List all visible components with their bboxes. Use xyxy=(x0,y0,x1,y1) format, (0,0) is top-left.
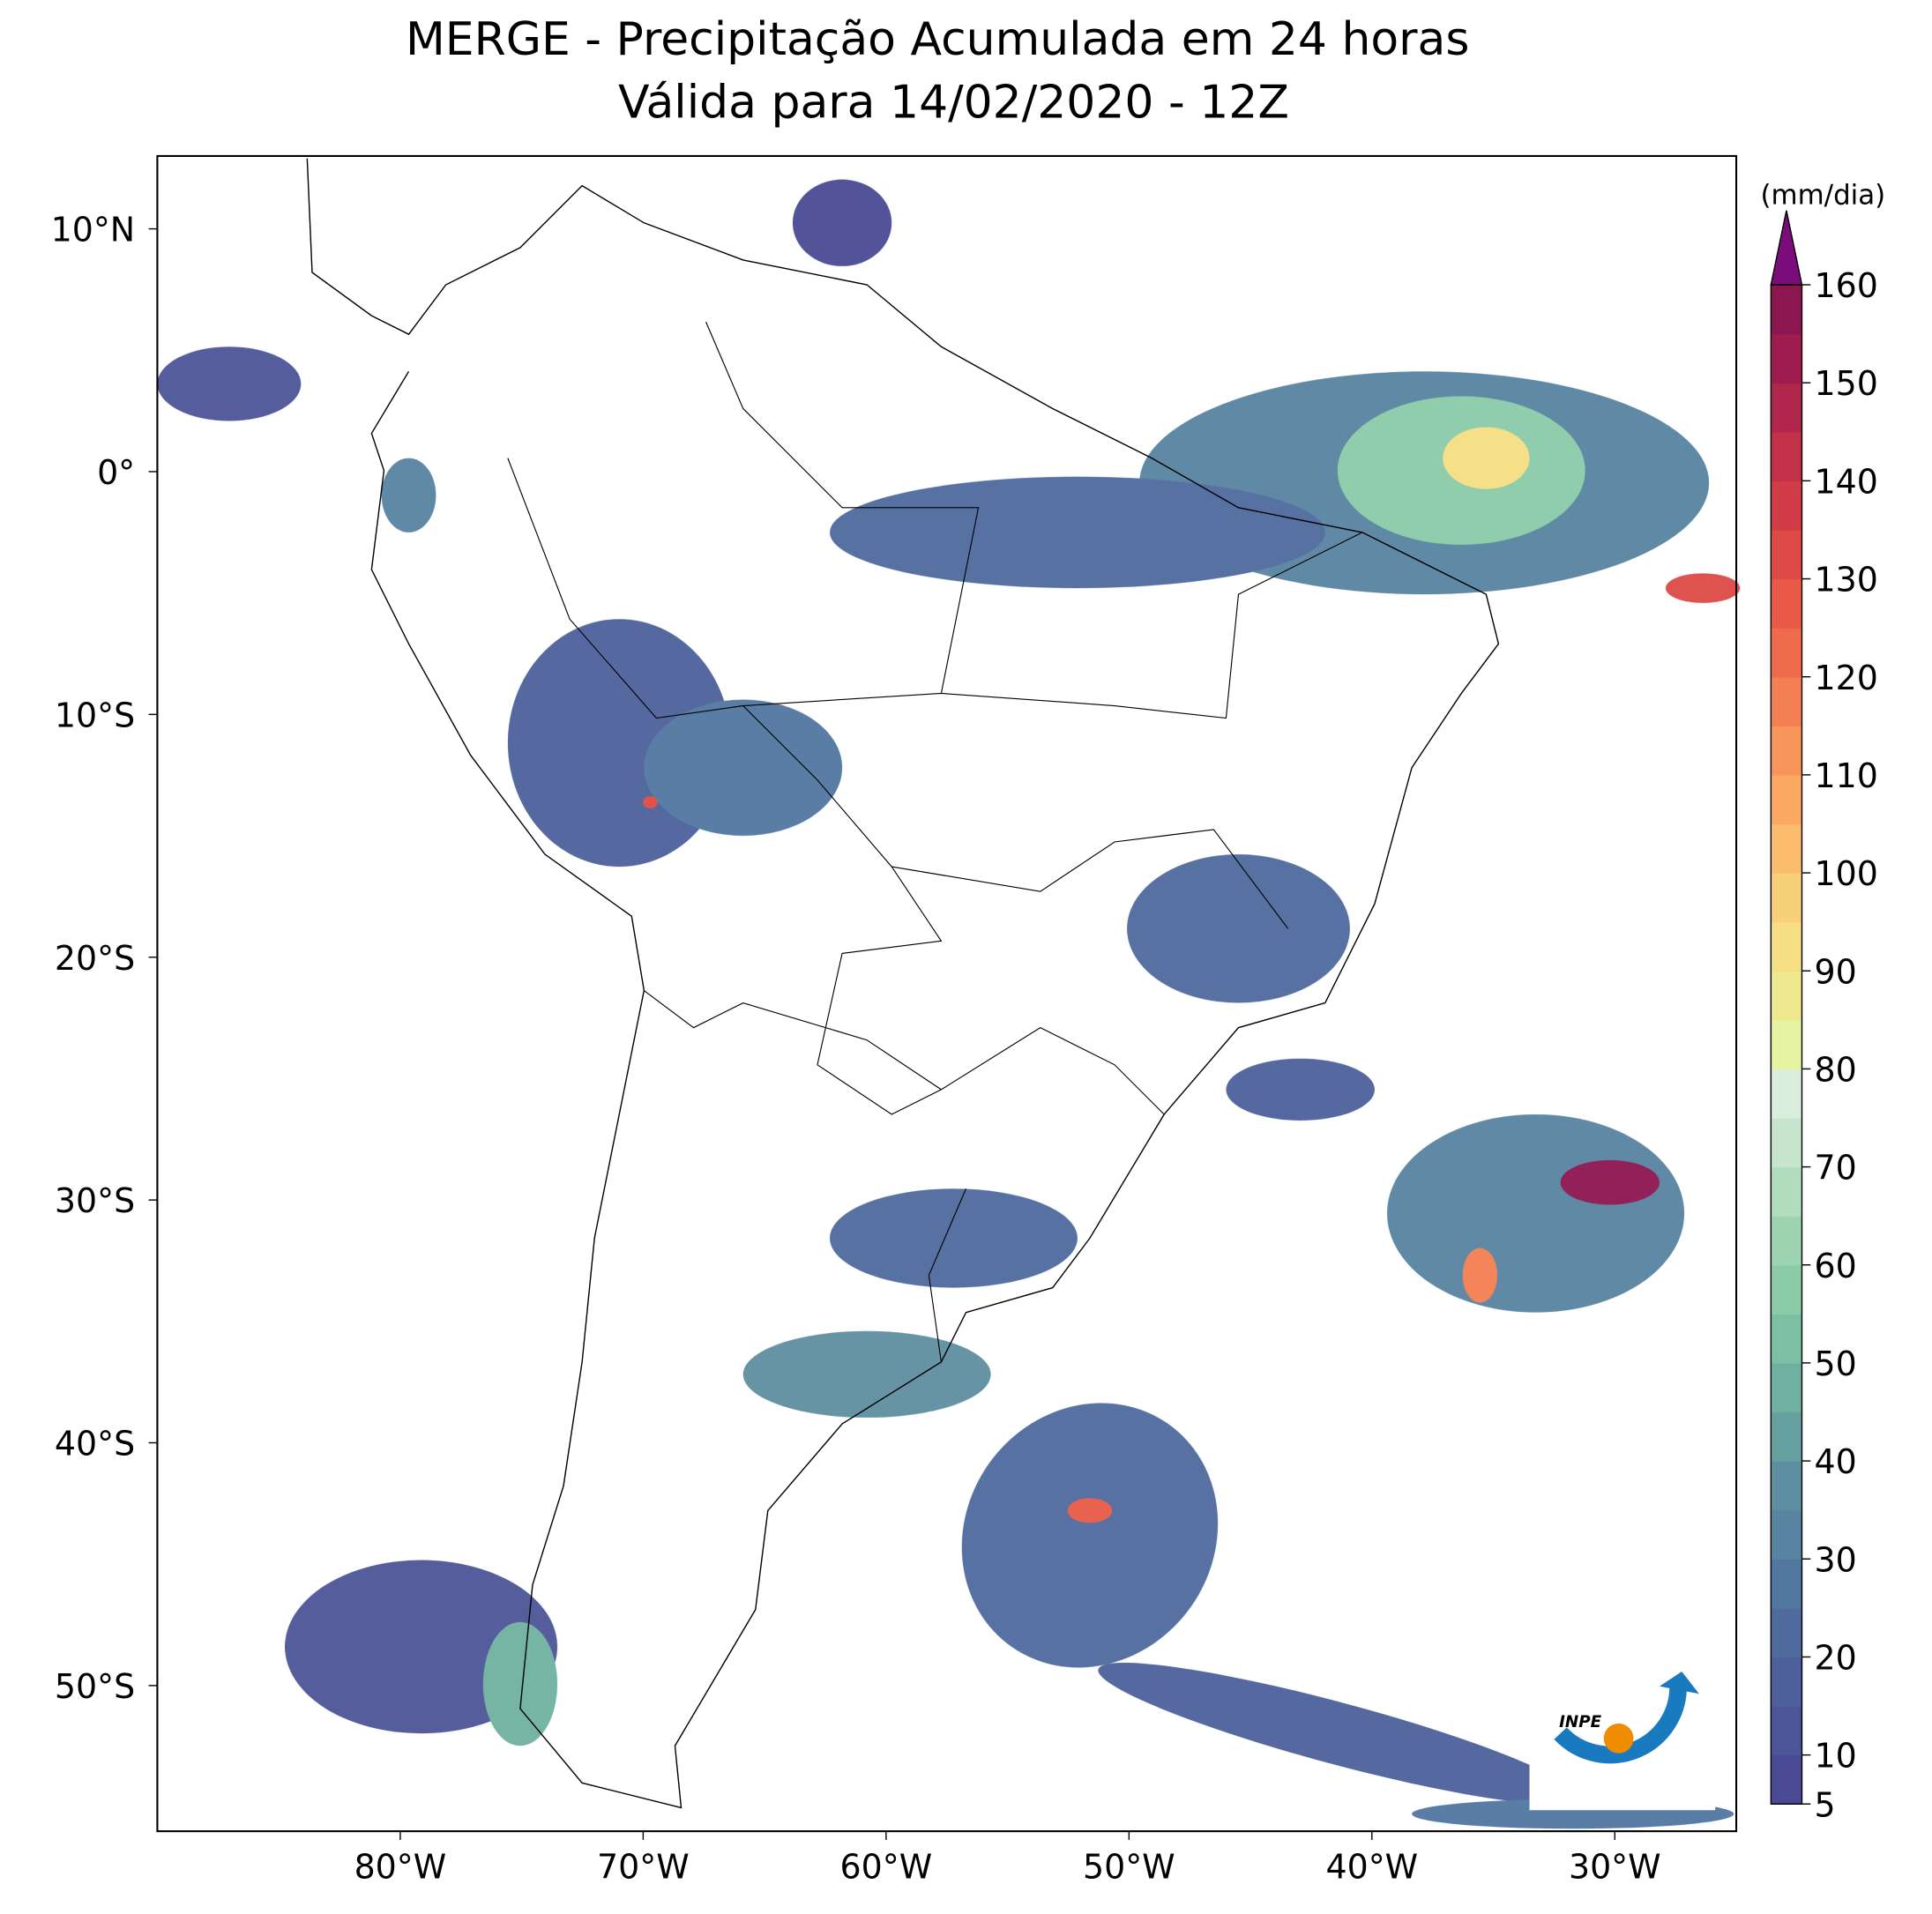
colorbar-band xyxy=(1771,971,1802,1021)
colorbar-tick-label: 110 xyxy=(1815,756,1878,795)
colorbar-band xyxy=(1771,333,1802,384)
subtitle: Válida para 14/02/2020 - 12Z xyxy=(618,76,1289,129)
logo-arc xyxy=(1554,1683,1687,1764)
colorbar-band xyxy=(1771,1019,1802,1070)
colorbar-tick-label: 50 xyxy=(1815,1344,1857,1383)
colorbar-tick-label: 60 xyxy=(1815,1247,1857,1285)
colorbar-tick-label: 140 xyxy=(1815,462,1878,501)
colorbar-tick-label: 90 xyxy=(1815,952,1857,991)
colorbar-tick-label: 5 xyxy=(1815,1785,1836,1824)
colorbar-band xyxy=(1771,480,1802,531)
colorbar-tick-label: 40 xyxy=(1815,1442,1857,1481)
colorbar-band xyxy=(1771,1509,1802,1560)
x-tick-label: 70°W xyxy=(597,1847,690,1886)
colorbar-band xyxy=(1771,1166,1802,1217)
x-tick-label: 80°W xyxy=(354,1847,447,1886)
colorbar-band xyxy=(1771,1657,1802,1707)
logo-arrow xyxy=(1659,1671,1699,1694)
colorbar-tick-label: 70 xyxy=(1815,1149,1857,1188)
y-tick-label: 10°N xyxy=(51,211,136,249)
colorbar-extend xyxy=(1770,210,1803,286)
colorbar-tick-label: 100 xyxy=(1815,854,1878,893)
colorbar-band xyxy=(1771,578,1802,629)
colorbar-tick-label: 10 xyxy=(1815,1737,1857,1776)
colorbar-band xyxy=(1771,1362,1802,1413)
colorbar-band xyxy=(1771,285,1802,335)
y-tick-label: 0° xyxy=(97,453,135,492)
colorbar-band xyxy=(1771,383,1802,433)
colorbar-band xyxy=(1771,1706,1802,1756)
precipitation-field xyxy=(157,179,1741,1829)
title: MERGE - Precipitação Acumulada em 24 hor… xyxy=(406,13,1469,66)
colorbar-band xyxy=(1771,1607,1802,1658)
y-tick-label: 10°S xyxy=(55,696,135,734)
colorbar-band xyxy=(1771,676,1802,727)
colorbar-band xyxy=(1771,1216,1802,1266)
map-frame xyxy=(156,154,1738,1833)
logo-dot xyxy=(1603,1723,1634,1754)
y-tick-label: 40°S xyxy=(55,1425,135,1463)
colorbar-band xyxy=(1771,823,1802,874)
y-tick-label: 50°S xyxy=(55,1667,135,1706)
colorbar-band xyxy=(1771,1117,1802,1168)
colorbar-band xyxy=(1771,1754,1802,1805)
x-tick-label: 40°W xyxy=(1325,1847,1418,1886)
colorbar-tick-label: 120 xyxy=(1815,659,1878,697)
colorbar-band xyxy=(1771,774,1802,825)
axis-ticks: 80°W 70°W 60°W 50°W 40°W 30°W 10°N 0° 10°S 20°S 30… xyxy=(51,211,1661,1887)
colorbar-band xyxy=(1771,1559,1802,1609)
logo: INPE xyxy=(1529,1658,1716,1811)
colorbar-tick-label: 30 xyxy=(1815,1540,1857,1579)
colorbar-band xyxy=(1771,1069,1802,1119)
colorbar-band xyxy=(1771,628,1802,678)
y-tick-label: 30°S xyxy=(55,1181,135,1220)
colorbar-frame xyxy=(1770,284,1803,1805)
colorbar-band xyxy=(1771,1264,1802,1315)
colorbar-tick-label: 130 xyxy=(1815,561,1878,600)
colorbar-tick-label: 160 xyxy=(1815,266,1878,305)
coastline xyxy=(306,158,1500,1809)
colorbar-band xyxy=(1771,431,1802,482)
colorbar: (mm/dia) 5 10 20 30 40 50 60 70 80 90 100 110 120 130… xyxy=(1760,180,1885,1825)
x-tick-label: 30°W xyxy=(1569,1847,1661,1886)
colorbar-label: (mm/dia) xyxy=(1760,180,1885,212)
colorbar-band xyxy=(1771,873,1802,923)
colorbar-band xyxy=(1771,1411,1802,1462)
x-tick-label: 60°W xyxy=(840,1847,933,1886)
colorbar-tick-label: 20 xyxy=(1815,1639,1857,1678)
colorbar-band xyxy=(1771,726,1802,776)
borders xyxy=(507,321,1363,1362)
logo-text: INPE xyxy=(1559,1713,1601,1732)
colorbar-band xyxy=(1771,529,1802,580)
x-tick-label: 50°W xyxy=(1083,1847,1175,1886)
y-tick-label: 20°S xyxy=(55,939,135,978)
colorbar-band xyxy=(1771,1314,1802,1364)
colorbar-band xyxy=(1771,1461,1802,1511)
colorbar-band xyxy=(1771,921,1802,972)
colorbar-tick-label: 150 xyxy=(1815,364,1878,403)
colorbar-tick-label: 80 xyxy=(1815,1050,1857,1089)
map: 80°W 70°W 60°W 50°W 40°W 30°W 10°N 0° 10°S 20°S 30… xyxy=(51,154,1741,1887)
